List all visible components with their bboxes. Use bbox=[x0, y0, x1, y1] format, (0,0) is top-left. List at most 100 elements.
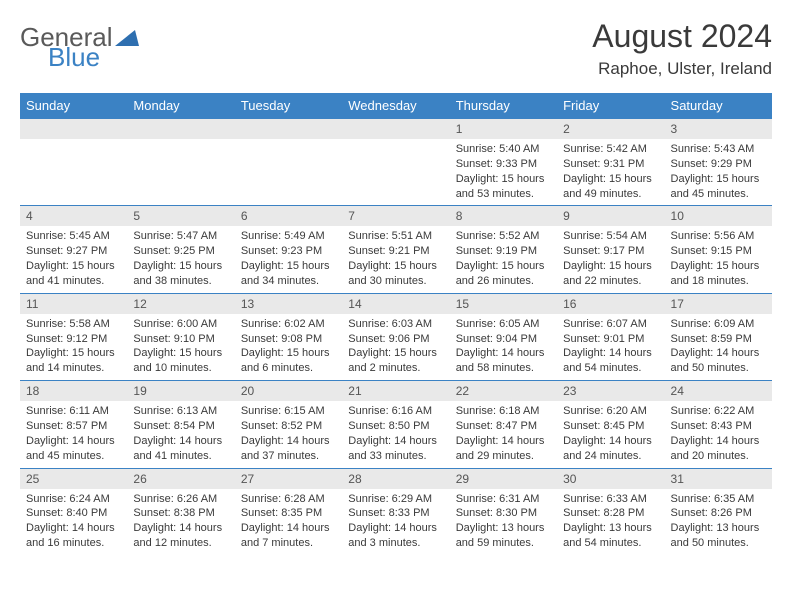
day-body: Sunrise: 5:45 AMSunset: 9:27 PMDaylight:… bbox=[20, 226, 127, 292]
sunrise-line: Sunrise: 5:52 AM bbox=[456, 229, 551, 244]
day-number: 3 bbox=[665, 118, 772, 139]
daylight-line: Daylight: 14 hours and 24 minutes. bbox=[563, 434, 658, 464]
day-body: Sunrise: 6:15 AMSunset: 8:52 PMDaylight:… bbox=[235, 401, 342, 467]
sunrise-line: Sunrise: 6:02 AM bbox=[241, 317, 336, 332]
sunset-line: Sunset: 9:19 PM bbox=[456, 244, 551, 259]
day-number: 18 bbox=[20, 380, 127, 401]
calendar-day: 29Sunrise: 6:31 AMSunset: 8:30 PMDayligh… bbox=[450, 468, 557, 555]
day-number-empty bbox=[342, 118, 449, 139]
sunset-line: Sunset: 8:35 PM bbox=[241, 506, 336, 521]
sunset-line: Sunset: 8:26 PM bbox=[671, 506, 766, 521]
day-header: Wednesday bbox=[342, 93, 449, 118]
day-body: Sunrise: 5:54 AMSunset: 9:17 PMDaylight:… bbox=[557, 226, 664, 292]
day-number: 28 bbox=[342, 468, 449, 489]
sunrise-line: Sunrise: 5:56 AM bbox=[671, 229, 766, 244]
calendar-day: 11Sunrise: 5:58 AMSunset: 9:12 PMDayligh… bbox=[20, 293, 127, 380]
calendar-head: SundayMondayTuesdayWednesdayThursdayFrid… bbox=[20, 93, 772, 118]
daylight-line: Daylight: 14 hours and 16 minutes. bbox=[26, 521, 121, 551]
day-number: 11 bbox=[20, 293, 127, 314]
sunrise-line: Sunrise: 5:49 AM bbox=[241, 229, 336, 244]
day-number-empty bbox=[127, 118, 234, 139]
calendar-day: 15Sunrise: 6:05 AMSunset: 9:04 PMDayligh… bbox=[450, 293, 557, 380]
daylight-line: Daylight: 15 hours and 41 minutes. bbox=[26, 259, 121, 289]
day-body: Sunrise: 6:11 AMSunset: 8:57 PMDaylight:… bbox=[20, 401, 127, 467]
day-number: 19 bbox=[127, 380, 234, 401]
day-body: Sunrise: 5:40 AMSunset: 9:33 PMDaylight:… bbox=[450, 139, 557, 205]
calendar-day: 16Sunrise: 6:07 AMSunset: 9:01 PMDayligh… bbox=[557, 293, 664, 380]
sunset-line: Sunset: 9:23 PM bbox=[241, 244, 336, 259]
sunrise-line: Sunrise: 6:11 AM bbox=[26, 404, 121, 419]
daylight-line: Daylight: 14 hours and 58 minutes. bbox=[456, 346, 551, 376]
calendar-day: 25Sunrise: 6:24 AMSunset: 8:40 PMDayligh… bbox=[20, 468, 127, 555]
calendar-day bbox=[127, 118, 234, 205]
calendar-day: 30Sunrise: 6:33 AMSunset: 8:28 PMDayligh… bbox=[557, 468, 664, 555]
day-body: Sunrise: 6:18 AMSunset: 8:47 PMDaylight:… bbox=[450, 401, 557, 467]
daylight-line: Daylight: 14 hours and 37 minutes. bbox=[241, 434, 336, 464]
sunrise-line: Sunrise: 6:22 AM bbox=[671, 404, 766, 419]
sunrise-line: Sunrise: 6:05 AM bbox=[456, 317, 551, 332]
day-body: Sunrise: 5:52 AMSunset: 9:19 PMDaylight:… bbox=[450, 226, 557, 292]
day-body: Sunrise: 5:47 AMSunset: 9:25 PMDaylight:… bbox=[127, 226, 234, 292]
day-body: Sunrise: 6:20 AMSunset: 8:45 PMDaylight:… bbox=[557, 401, 664, 467]
daylight-line: Daylight: 15 hours and 6 minutes. bbox=[241, 346, 336, 376]
sunset-line: Sunset: 8:52 PM bbox=[241, 419, 336, 434]
calendar-day: 26Sunrise: 6:26 AMSunset: 8:38 PMDayligh… bbox=[127, 468, 234, 555]
daylight-line: Daylight: 15 hours and 49 minutes. bbox=[563, 172, 658, 202]
day-body: Sunrise: 6:05 AMSunset: 9:04 PMDaylight:… bbox=[450, 314, 557, 380]
day-number: 25 bbox=[20, 468, 127, 489]
day-body: Sunrise: 6:03 AMSunset: 9:06 PMDaylight:… bbox=[342, 314, 449, 380]
day-number: 12 bbox=[127, 293, 234, 314]
day-number: 7 bbox=[342, 205, 449, 226]
day-body: Sunrise: 5:58 AMSunset: 9:12 PMDaylight:… bbox=[20, 314, 127, 380]
sunset-line: Sunset: 9:06 PM bbox=[348, 332, 443, 347]
sunrise-line: Sunrise: 6:18 AM bbox=[456, 404, 551, 419]
sunrise-line: Sunrise: 6:15 AM bbox=[241, 404, 336, 419]
sunrise-line: Sunrise: 5:51 AM bbox=[348, 229, 443, 244]
calendar-day: 12Sunrise: 6:00 AMSunset: 9:10 PMDayligh… bbox=[127, 293, 234, 380]
calendar-day: 28Sunrise: 6:29 AMSunset: 8:33 PMDayligh… bbox=[342, 468, 449, 555]
sunrise-line: Sunrise: 5:40 AM bbox=[456, 142, 551, 157]
day-body: Sunrise: 6:22 AMSunset: 8:43 PMDaylight:… bbox=[665, 401, 772, 467]
day-body: Sunrise: 6:07 AMSunset: 9:01 PMDaylight:… bbox=[557, 314, 664, 380]
calendar-day: 27Sunrise: 6:28 AMSunset: 8:35 PMDayligh… bbox=[235, 468, 342, 555]
daylight-line: Daylight: 14 hours and 50 minutes. bbox=[671, 346, 766, 376]
day-header: Tuesday bbox=[235, 93, 342, 118]
calendar-day: 31Sunrise: 6:35 AMSunset: 8:26 PMDayligh… bbox=[665, 468, 772, 555]
day-body: Sunrise: 6:13 AMSunset: 8:54 PMDaylight:… bbox=[127, 401, 234, 467]
sunrise-line: Sunrise: 6:20 AM bbox=[563, 404, 658, 419]
day-number: 5 bbox=[127, 205, 234, 226]
day-body: Sunrise: 6:29 AMSunset: 8:33 PMDaylight:… bbox=[342, 489, 449, 555]
day-number: 22 bbox=[450, 380, 557, 401]
sunrise-line: Sunrise: 6:31 AM bbox=[456, 492, 551, 507]
day-number: 30 bbox=[557, 468, 664, 489]
sunrise-line: Sunrise: 6:29 AM bbox=[348, 492, 443, 507]
calendar-day: 14Sunrise: 6:03 AMSunset: 9:06 PMDayligh… bbox=[342, 293, 449, 380]
daylight-line: Daylight: 15 hours and 38 minutes. bbox=[133, 259, 228, 289]
daylight-line: Daylight: 15 hours and 45 minutes. bbox=[671, 172, 766, 202]
calendar-day: 23Sunrise: 6:20 AMSunset: 8:45 PMDayligh… bbox=[557, 380, 664, 467]
daylight-line: Daylight: 15 hours and 18 minutes. bbox=[671, 259, 766, 289]
title-block: August 2024 Raphoe, Ulster, Ireland bbox=[592, 18, 772, 79]
daylight-line: Daylight: 14 hours and 54 minutes. bbox=[563, 346, 658, 376]
daylight-line: Daylight: 15 hours and 10 minutes. bbox=[133, 346, 228, 376]
sunset-line: Sunset: 9:31 PM bbox=[563, 157, 658, 172]
calendar-day: 17Sunrise: 6:09 AMSunset: 8:59 PMDayligh… bbox=[665, 293, 772, 380]
daylight-line: Daylight: 14 hours and 33 minutes. bbox=[348, 434, 443, 464]
daylight-line: Daylight: 15 hours and 34 minutes. bbox=[241, 259, 336, 289]
daylight-line: Daylight: 15 hours and 30 minutes. bbox=[348, 259, 443, 289]
sunrise-line: Sunrise: 6:28 AM bbox=[241, 492, 336, 507]
day-body: Sunrise: 5:42 AMSunset: 9:31 PMDaylight:… bbox=[557, 139, 664, 205]
calendar-week: 4Sunrise: 5:45 AMSunset: 9:27 PMDaylight… bbox=[20, 205, 772, 292]
calendar-table: SundayMondayTuesdayWednesdayThursdayFrid… bbox=[20, 93, 772, 555]
sunset-line: Sunset: 8:28 PM bbox=[563, 506, 658, 521]
sunset-line: Sunset: 8:43 PM bbox=[671, 419, 766, 434]
day-body: Sunrise: 6:35 AMSunset: 8:26 PMDaylight:… bbox=[665, 489, 772, 555]
sunset-line: Sunset: 9:01 PM bbox=[563, 332, 658, 347]
sunset-line: Sunset: 8:50 PM bbox=[348, 419, 443, 434]
sunrise-line: Sunrise: 6:13 AM bbox=[133, 404, 228, 419]
calendar-week: 1Sunrise: 5:40 AMSunset: 9:33 PMDaylight… bbox=[20, 118, 772, 205]
location: Raphoe, Ulster, Ireland bbox=[592, 59, 772, 79]
calendar-day: 4Sunrise: 5:45 AMSunset: 9:27 PMDaylight… bbox=[20, 205, 127, 292]
day-header: Friday bbox=[557, 93, 664, 118]
day-body: Sunrise: 6:16 AMSunset: 8:50 PMDaylight:… bbox=[342, 401, 449, 467]
